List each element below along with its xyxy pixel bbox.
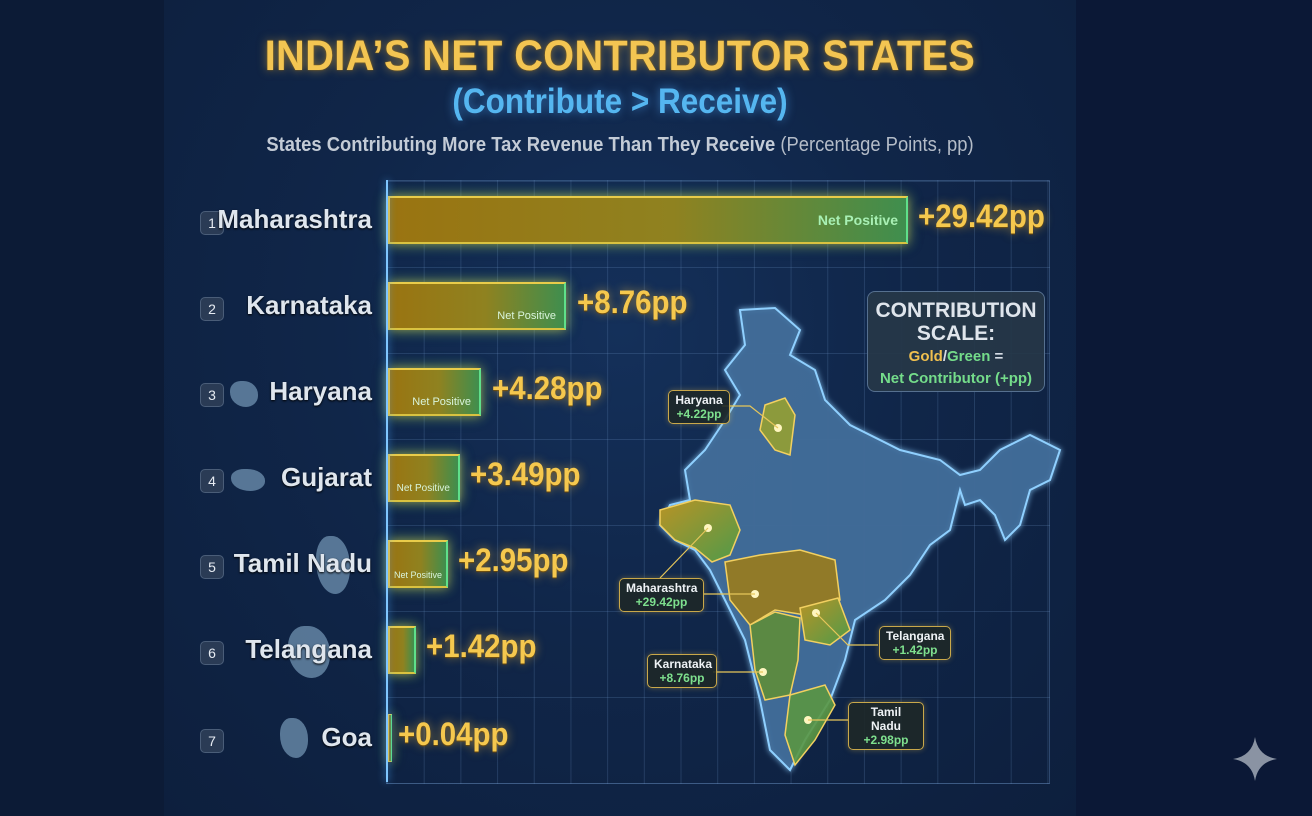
caption-main: States Contributing More Tax Revenue Tha… — [266, 134, 776, 156]
bar-row-haryana: 3 Haryana Net Positive +4.28pp — [0, 364, 1312, 424]
value-label: +2.95pp — [458, 542, 569, 578]
bar-row-tamil-nadu: 5 Tamil Nadu Net Positive +2.95pp — [0, 536, 1312, 596]
callout-value: +4.22pp — [676, 407, 722, 421]
background-left — [0, 0, 164, 816]
bar — [388, 626, 416, 674]
legend-slash: / — [942, 348, 948, 365]
legend-green: Green — [947, 348, 991, 365]
callout-name: Karnataka — [654, 657, 713, 671]
telangana-shape-icon — [288, 626, 330, 678]
callout-value: +29.42pp — [635, 595, 688, 609]
bar-tag: Net Positive — [817, 212, 898, 228]
value-label: +3.49pp — [470, 456, 581, 492]
rank-badge: 6 — [200, 641, 224, 665]
bar: Net Positive — [388, 368, 481, 416]
callout-name: Haryana — [675, 393, 723, 407]
state-label: Maharashtra — [217, 204, 372, 234]
contribution-scale-legend: CONTRIBUTION SCALE: Gold/Green = Net Con… — [867, 291, 1045, 392]
map-callout-tamil-nadu: Tamil Nadu +2.98pp — [848, 702, 924, 750]
haryana-shape-icon — [230, 381, 258, 407]
callout-name: Tamil Nadu — [870, 705, 902, 733]
rank-badge: 7 — [200, 729, 224, 753]
bar-tag: Net Positive — [393, 570, 442, 580]
rank-badge: 3 — [200, 383, 224, 407]
legend-eq: = — [990, 348, 1004, 365]
infographic-panel — [164, 0, 1076, 816]
chart-title: INDIA’S NET CONTRIBUTOR STATES — [264, 32, 976, 80]
rank-badge: 4 — [200, 469, 224, 493]
bar-row-maharashtra: 1 Maharashtra Net Positive +29.42pp — [0, 192, 1312, 252]
legend-line4: Net Contributor (+pp) — [879, 370, 1033, 387]
caption-unit: (Percentage Points, pp) — [780, 134, 974, 156]
bar-row-gujarat: 4 Gujarat Net Positive +3.49pp — [0, 450, 1312, 510]
background-right — [1076, 0, 1312, 816]
goa-shape-icon — [280, 718, 308, 758]
map-callout-telangana: Telangana +1.42pp — [879, 626, 951, 660]
state-label: Karnataka — [246, 290, 372, 320]
map-callout-maharashtra: Maharashtra +29.42pp — [619, 578, 704, 612]
bar-tag: Net Positive — [497, 310, 556, 322]
map-callout-karnataka: Karnataka +8.76pp — [647, 654, 717, 688]
callout-value: +8.76pp — [659, 671, 705, 685]
india-map — [658, 306, 1062, 772]
sparkle-icon — [1233, 737, 1277, 781]
rank-badge: 5 — [200, 555, 224, 579]
tamil-nadu-shape-icon — [316, 536, 350, 594]
bar-row-karnataka: 2 Karnataka Net Positive +8.76pp — [0, 278, 1312, 338]
chart-axis — [386, 180, 388, 782]
callout-name: Maharashtra — [626, 581, 698, 595]
rank-badge: 1 — [200, 211, 224, 235]
callout-name: Telangana — [886, 629, 945, 643]
value-label: +29.42pp — [918, 198, 1045, 234]
value-label: +8.76pp — [577, 284, 688, 320]
bar: Net Positive — [388, 196, 908, 244]
bar: Net Positive — [388, 454, 460, 502]
state-label: Telangana — [245, 634, 372, 664]
value-label: +0.04pp — [398, 716, 509, 752]
state-label: Gujarat — [280, 462, 372, 492]
bar: Net Positive — [388, 540, 448, 588]
state-label: Goa — [321, 722, 372, 752]
callout-value: +2.98pp — [863, 733, 909, 747]
bar-row-goa: 7 Goa +0.04pp — [0, 710, 1312, 770]
legend-line3: Gold/Green = — [868, 347, 1044, 367]
state-label: Haryana — [269, 376, 372, 406]
callout-value: +1.42pp — [892, 643, 938, 657]
map-callout-haryana: Haryana +4.22pp — [668, 390, 730, 424]
chart-caption: States Contributing More Tax Revenue Tha… — [200, 134, 1039, 157]
bar — [388, 714, 392, 762]
value-label: +4.28pp — [492, 370, 603, 406]
bar-tag: Net Positive — [396, 483, 450, 494]
value-label: +1.42pp — [426, 628, 537, 664]
bar-row-telangana: 6 Telangana +1.42pp — [0, 622, 1312, 682]
gujarat-shape-icon — [231, 469, 265, 491]
rank-badge: 2 — [200, 297, 224, 321]
legend-gold: Gold — [908, 348, 943, 365]
chart-subtitle: (Contribute > Receive) — [452, 82, 788, 121]
bar: Net Positive — [388, 282, 566, 330]
state-label: Tamil Nadu — [233, 548, 372, 578]
legend-line2: SCALE: — [916, 322, 996, 345]
bar-tag: Net Positive — [412, 396, 471, 408]
legend-line1: CONTRIBUTION — [875, 299, 1037, 322]
